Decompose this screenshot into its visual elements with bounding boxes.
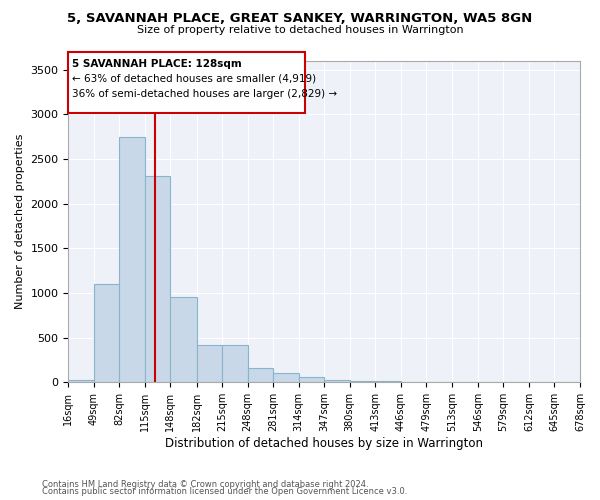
X-axis label: Distribution of detached houses by size in Warrington: Distribution of detached houses by size … — [165, 437, 483, 450]
Bar — [350, 381, 375, 382]
Text: Contains HM Land Registry data © Crown copyright and database right 2024.: Contains HM Land Registry data © Crown c… — [42, 480, 368, 489]
Text: 5 SAVANNAH PLACE: 128sqm: 5 SAVANNAH PLACE: 128sqm — [72, 60, 242, 70]
Bar — [273, 374, 299, 382]
Bar — [170, 298, 197, 382]
Bar — [197, 345, 222, 383]
Bar — [248, 368, 273, 382]
Text: 36% of semi-detached houses are larger (2,829) →: 36% of semi-detached houses are larger (… — [72, 89, 337, 99]
Bar — [68, 380, 94, 382]
Text: ← 63% of detached houses are smaller (4,919): ← 63% of detached houses are smaller (4,… — [72, 74, 316, 84]
Bar — [94, 284, 119, 382]
Y-axis label: Number of detached properties: Number of detached properties — [15, 134, 25, 309]
FancyBboxPatch shape — [68, 52, 305, 114]
Text: Contains public sector information licensed under the Open Government Licence v3: Contains public sector information licen… — [42, 487, 407, 496]
Text: Size of property relative to detached houses in Warrington: Size of property relative to detached ho… — [137, 25, 463, 35]
Bar — [324, 380, 350, 382]
Bar — [299, 377, 324, 382]
Bar — [145, 176, 170, 382]
Bar — [222, 345, 248, 383]
Bar — [119, 136, 145, 382]
Text: 5, SAVANNAH PLACE, GREAT SANKEY, WARRINGTON, WA5 8GN: 5, SAVANNAH PLACE, GREAT SANKEY, WARRING… — [67, 12, 533, 26]
